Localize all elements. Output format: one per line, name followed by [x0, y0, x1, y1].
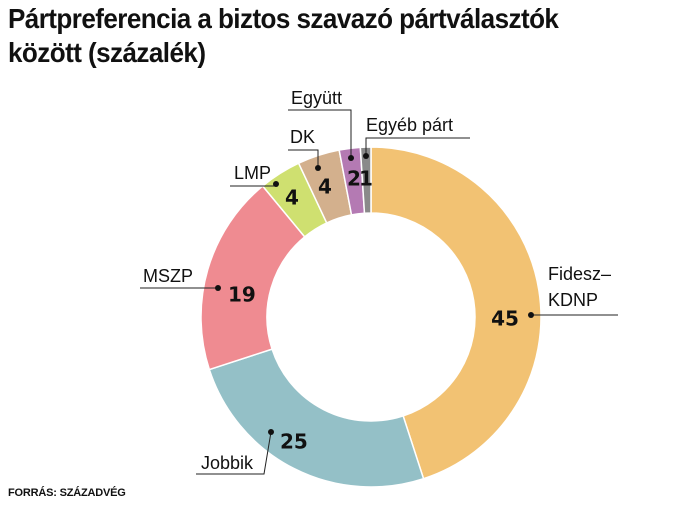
value-label-fidesz-kdnp: 45 [491, 307, 519, 331]
leader-dot-egyeb-part [363, 153, 369, 159]
value-label-egyutt: 2 [347, 167, 361, 191]
leader-line-egyeb-part [365, 137, 470, 156]
source-note: FORRÁS: SZÁZADVÉG [8, 487, 126, 499]
chart-title: Pártpreferencia a biztos szavazó pártvál… [8, 3, 559, 68]
leader-dot-dk [315, 165, 321, 171]
value-label-lmp: 4 [285, 186, 299, 210]
leader-line-egyutt [288, 109, 352, 158]
leader-dot-jobbik [268, 429, 274, 435]
slices-group [200, 146, 542, 488]
value-label-egyeb-part: 1 [359, 167, 373, 191]
slice-fidesz-kdnp [370, 146, 542, 480]
category-label-dk: DK [290, 127, 315, 147]
value-label-dk: 4 [318, 175, 332, 199]
category-label-jobbik: Jobbik [201, 453, 254, 473]
leader-dot-mszp [215, 285, 221, 291]
value-label-jobbik: 25 [280, 430, 308, 454]
leader-line-jobbik [196, 431, 272, 475]
leader-dot-egyutt [348, 155, 354, 161]
category-label-fidesz-kdnp-line-2: KDNP [548, 290, 598, 310]
category-label-lmp: LMP [234, 163, 271, 183]
category-label-egyutt: Együtt [291, 88, 342, 108]
slice-egyeb-part [359, 146, 372, 215]
leader-dot-fidesz-kdnp [528, 312, 534, 318]
category-label-egyeb-part: Egyéb párt [366, 115, 453, 135]
slice-jobbik [208, 348, 425, 488]
leader-line-dk [288, 149, 319, 168]
value-label-mszp: 19 [228, 283, 256, 307]
category-label-mszp: MSZP [143, 266, 193, 286]
annotations-group: 45 Fidesz– KDNP 25 Jobbik 19 MSZP 4 LMP 4 DK 2 Együt… [140, 88, 618, 475]
leader-dot-lmp [273, 181, 279, 187]
category-label-fidesz-kdnp-line-1: Fidesz– [548, 264, 611, 284]
